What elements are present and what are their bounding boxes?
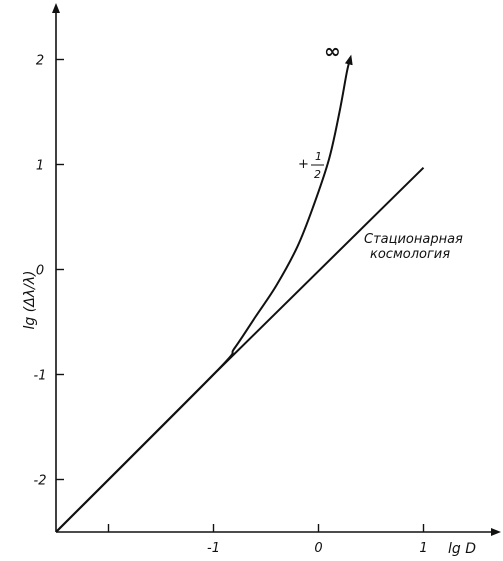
series-line-1: [55, 54, 353, 533]
annotation-half-sign: +: [298, 157, 309, 172]
x-tick-label-2: 0: [314, 541, 322, 556]
y-tick-label-1: -1: [34, 369, 47, 384]
annotation-stationary-line1: Стационарная: [364, 232, 463, 247]
y-tick-label-3: 1: [36, 159, 44, 174]
annotation-infinity: ∞: [324, 39, 341, 63]
x-ticks: -1 0 1: [107, 524, 428, 556]
annotation-stationary-line2: космология: [370, 247, 450, 262]
x-axis-title: lg D: [448, 541, 476, 557]
annotation-half-denominator: 2: [314, 168, 321, 181]
series-group: [55, 54, 425, 533]
y-tick-label-4: 2: [36, 54, 44, 69]
x-tick-label-3: 1: [419, 541, 427, 556]
annotation-half-numerator: 1: [315, 150, 322, 163]
y-tick-label-0: -2: [34, 474, 47, 489]
y-tick-label-2: 0: [36, 264, 44, 279]
x-tick-label-1: -1: [207, 541, 220, 556]
y-ticks: -2 -1 0 1 2: [34, 54, 64, 489]
y-axis-title: lg (Δλ/λ): [22, 270, 38, 329]
